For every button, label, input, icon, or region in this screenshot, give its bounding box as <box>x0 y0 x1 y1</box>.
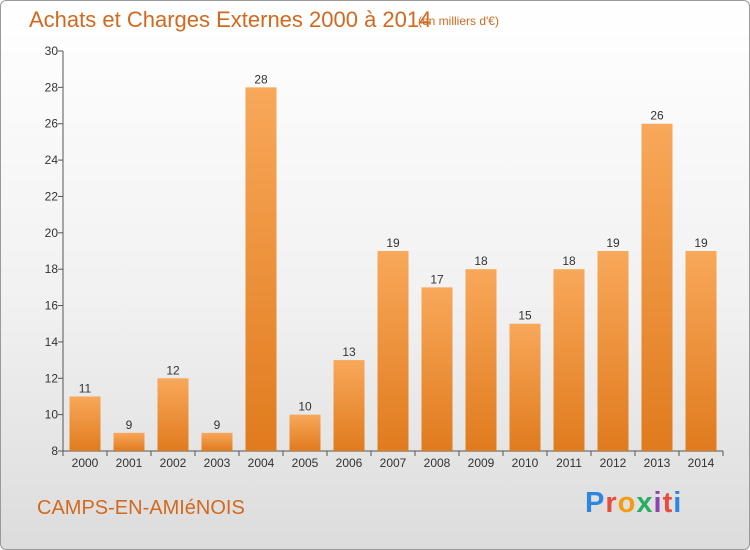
y-tick-label: 12 <box>45 371 59 385</box>
bar-2012 <box>597 251 629 451</box>
y-tick-label: 26 <box>45 117 59 131</box>
brand-letter: r <box>605 487 618 519</box>
x-tick-label: 2009 <box>468 456 495 470</box>
bar-2002 <box>157 378 189 451</box>
brand-letter: i <box>653 487 663 519</box>
bar-2004 <box>245 87 277 451</box>
brand-letter: x <box>636 487 654 519</box>
x-tick-label: 2012 <box>600 456 627 470</box>
bar-2009 <box>465 269 497 451</box>
x-tick-label: 2013 <box>644 456 671 470</box>
bar-2010 <box>509 323 541 451</box>
bar-2013 <box>641 123 673 452</box>
data-label: 18 <box>474 254 488 268</box>
y-tick-label: 20 <box>45 226 59 240</box>
y-tick-label: 16 <box>45 299 59 313</box>
y-tick-label: 30 <box>45 44 59 58</box>
bar-2008 <box>421 287 453 451</box>
x-tick-label: 2010 <box>512 456 539 470</box>
data-label: 10 <box>298 400 312 414</box>
bar-2011 <box>553 269 585 451</box>
brand-letter: t <box>662 487 674 519</box>
x-tick-label: 2002 <box>160 456 187 470</box>
x-tick-label: 2006 <box>336 456 363 470</box>
data-label: 18 <box>562 254 576 268</box>
data-label: 13 <box>342 345 356 359</box>
brand-letter: P <box>585 487 606 519</box>
bar-2003 <box>201 432 233 451</box>
data-label: 19 <box>606 236 620 250</box>
data-label: 26 <box>650 109 664 123</box>
x-tick-label: 2004 <box>248 456 275 470</box>
bar-2001 <box>113 432 145 451</box>
bar-2007 <box>377 251 409 451</box>
chart-title: Achats et Charges Externes 2000 à 2014 <box>29 7 432 32</box>
data-label: 11 <box>79 381 92 395</box>
data-label: 15 <box>518 309 532 323</box>
axes: 8 10 12 14 16 18 20 22 24 26 28 30 2000 2001 2002 2003 2… <box>45 44 724 470</box>
location-name: CAMPS-EN-AMIéNOIS <box>37 497 245 519</box>
bar-2014 <box>685 251 717 451</box>
brand-letter: o <box>617 487 637 519</box>
x-tick-label: 2007 <box>380 456 407 470</box>
x-tick-label: 2014 <box>688 456 715 470</box>
x-tick-label: 2000 <box>72 456 99 470</box>
x-tick-label: 2001 <box>116 456 143 470</box>
bar-2005 <box>289 414 321 451</box>
x-tick-label: 2011 <box>556 456 582 470</box>
bar-2000 <box>69 396 101 451</box>
data-label: 12 <box>166 363 180 377</box>
x-tick-label: 2005 <box>292 456 319 470</box>
data-label: 19 <box>386 236 400 250</box>
x-tick-label: 2008 <box>424 456 451 470</box>
bar-2006 <box>333 360 365 451</box>
data-labels: 11 9 12 9 28 10 13 19 17 18 15 18 19 26 19 <box>79 72 708 431</box>
y-tick-label: 22 <box>45 189 59 203</box>
data-label: 28 <box>254 72 268 86</box>
y-tick-label: 8 <box>51 444 58 458</box>
y-tick-label: 14 <box>45 335 59 349</box>
y-tick-label: 18 <box>45 262 59 276</box>
data-label: 17 <box>430 272 444 286</box>
data-label: 9 <box>214 418 221 432</box>
data-label: 9 <box>126 418 133 432</box>
chart-unit: (en milliers d'€) <box>418 14 499 28</box>
y-tick-label: 10 <box>45 408 59 422</box>
y-tick-label: 28 <box>45 80 59 94</box>
data-label: 19 <box>694 236 708 250</box>
brand-letter: i <box>673 487 683 519</box>
bars <box>69 87 717 452</box>
proxiti-logo[interactable]: Proxiti <box>585 487 682 520</box>
y-tick-label: 24 <box>45 153 59 167</box>
x-tick-label: 2003 <box>204 456 231 470</box>
